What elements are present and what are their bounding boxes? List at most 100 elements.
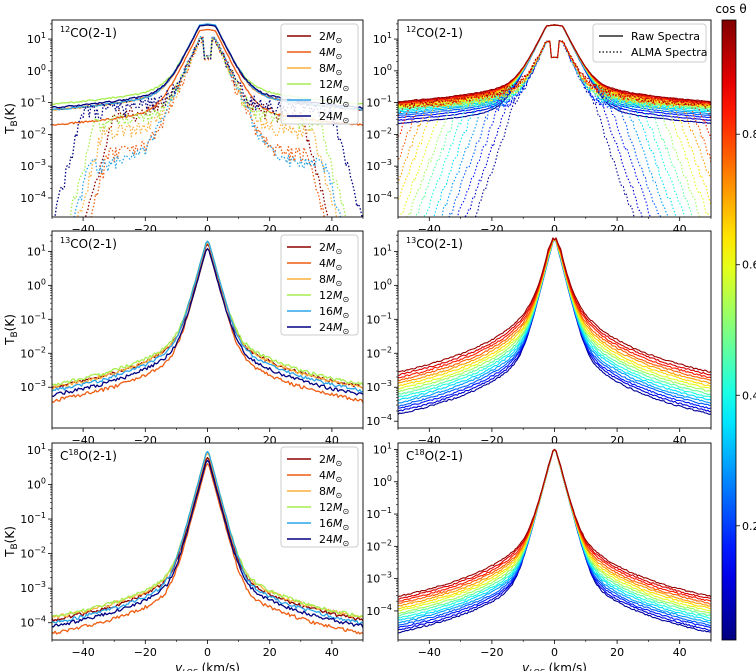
legend-entry: 24M⊙ (319, 321, 349, 336)
series-line-alma (90, 40, 325, 217)
series-line (52, 463, 363, 635)
y-tick-label: 101 (27, 442, 46, 457)
colorbar-tick-label: 0.6 (742, 259, 756, 272)
colorbar: 0.2 0.4 0.6 0.8 cos θ (715, 2, 756, 641)
angle-line-alma (433, 40, 677, 217)
legend-entry: 12M⊙ (319, 289, 349, 304)
series-line (52, 456, 363, 622)
axes-frame (397, 19, 712, 218)
series-line (52, 459, 363, 628)
y-tick-label: 100 (27, 476, 46, 491)
legend-entry: 24M⊙ (319, 110, 349, 125)
colorbar-tick-label: 0.2 (742, 520, 756, 533)
series-line-alma (73, 35, 342, 217)
x-tick-label: −40 (418, 646, 441, 659)
x-axis-label: vLOS (km/s) (175, 661, 240, 671)
colorbar-tick-label: 0.4 (742, 389, 756, 402)
series-line-alma (54, 38, 363, 217)
series-group (398, 24, 711, 217)
legend-entry: ALMA Spectra (631, 46, 708, 59)
x-tick-label: 20 (610, 646, 624, 659)
legend-entry: 16M⊙ (319, 94, 349, 109)
y-axis-label: TB(K) (3, 103, 20, 135)
y-tick-label: 10−2 (366, 345, 392, 360)
x-tick-label: 20 (263, 646, 277, 659)
y-tick-label: 101 (27, 31, 46, 46)
y-tick-label: 10−1 (20, 95, 46, 110)
y-axis-label: TB(K) (3, 526, 20, 558)
series-group (398, 237, 711, 415)
angle-line-alma (414, 40, 693, 217)
y-tick-label: 10−3 (366, 158, 392, 173)
axes-frame (51, 230, 364, 429)
y-tick-label: 101 (373, 441, 392, 456)
y-tick-label: 101 (373, 243, 392, 258)
x-tick-label: 0 (551, 646, 558, 659)
series-line (52, 450, 363, 625)
y-tick-label: 101 (27, 243, 46, 258)
x-tick-label: 0 (204, 646, 211, 659)
panel-13CO-angle: −40 −20 0 20 4010−410−310−210−110010113CO(2-… (366, 230, 712, 447)
legend-box (280, 446, 359, 548)
colorbar-label: cos θ (715, 2, 746, 16)
axes-frame (51, 19, 364, 218)
y-tick-label: 10−4 (366, 413, 392, 428)
y-tick-label: 10−1 (20, 511, 46, 526)
axes-frame (51, 442, 364, 641)
legend-entry: Raw Spectra (631, 30, 700, 43)
x-tick-label: 0 (204, 223, 211, 236)
y-tick-label: 10−4 (366, 603, 392, 618)
panel-label: 13CO(2-1) (60, 236, 117, 251)
x-tick-label: 0 (204, 434, 211, 447)
y-tick-label: 10−3 (366, 571, 392, 586)
y-tick-label: 10−3 (20, 379, 46, 394)
series-group (52, 240, 363, 403)
y-tick-label: 10−1 (20, 311, 46, 326)
angle-line-alma (398, 40, 711, 120)
panel-label: 12CO(2-1) (406, 25, 463, 40)
y-tick-label: 10−3 (20, 158, 46, 173)
legend-entry: 12M⊙ (319, 501, 349, 516)
panel-12CO-angle: −40 −20 0 20 4010−410−310−210−110010112CO(2-… (366, 19, 712, 236)
y-tick-label: 100 (373, 474, 392, 489)
series-line-alma (69, 36, 347, 217)
panel-label: C18O(2-1) (60, 448, 117, 463)
legend-box (280, 23, 359, 125)
angle-line-alma (398, 40, 711, 109)
y-tick-label: 10−4 (20, 615, 46, 630)
panel-label: 13CO(2-1) (406, 236, 463, 251)
series-line (52, 240, 363, 393)
colorbar-tick-label: 0.8 (742, 128, 756, 141)
panel-13CO-mass: −40 −20 0 20 4010−310−210−1100101TB(K)13CO(2… (3, 230, 364, 447)
axes-frame (397, 230, 712, 429)
panel-12CO-mass: −40 −20 0 20 4010−410−310−210−1100101TB(K)12… (3, 19, 364, 236)
y-tick-label: 100 (27, 63, 46, 78)
y-tick-label: 10−3 (366, 379, 392, 394)
angle-line (398, 448, 711, 598)
x-tick-label: 0 (551, 434, 558, 447)
x-tick-label: 40 (673, 646, 687, 659)
y-axis-label: TB(K) (3, 314, 20, 346)
panel-label: 12CO(2-1) (60, 25, 117, 40)
panel-C18O-mass: −40 −20 0 20 40 10−4 10−3 10−2 10−1 100 101 TB(K) vL… (3, 442, 364, 671)
x-tick-label: −40 (71, 646, 94, 659)
y-tick-label: 100 (373, 277, 392, 292)
angle-line-alma (448, 40, 662, 217)
panel-C18O-angle: −40 −20 0 20 40 10−4 10−3 10−2 10−1 100 101 vLOS (k… (366, 441, 712, 671)
panel-label: C18O(2-1) (406, 448, 463, 463)
y-tick-label: 10−3 (20, 580, 46, 595)
y-tick-label: 100 (373, 63, 392, 78)
axes-frame (397, 442, 712, 641)
x-tick-label: 0 (551, 223, 558, 236)
legend-entry: 12M⊙ (319, 78, 349, 93)
x-tick-label: −20 (134, 646, 157, 659)
y-tick-label: 10−4 (366, 190, 392, 205)
legend-entry: 24M⊙ (319, 533, 349, 548)
y-tick-label: 10−1 (366, 311, 392, 326)
y-tick-label: 10−1 (366, 95, 392, 110)
legend-entry: 16M⊙ (319, 517, 349, 532)
y-tick-label: 101 (373, 31, 392, 46)
x-tick-label: 40 (325, 646, 339, 659)
y-tick-label: 10−2 (366, 126, 392, 141)
